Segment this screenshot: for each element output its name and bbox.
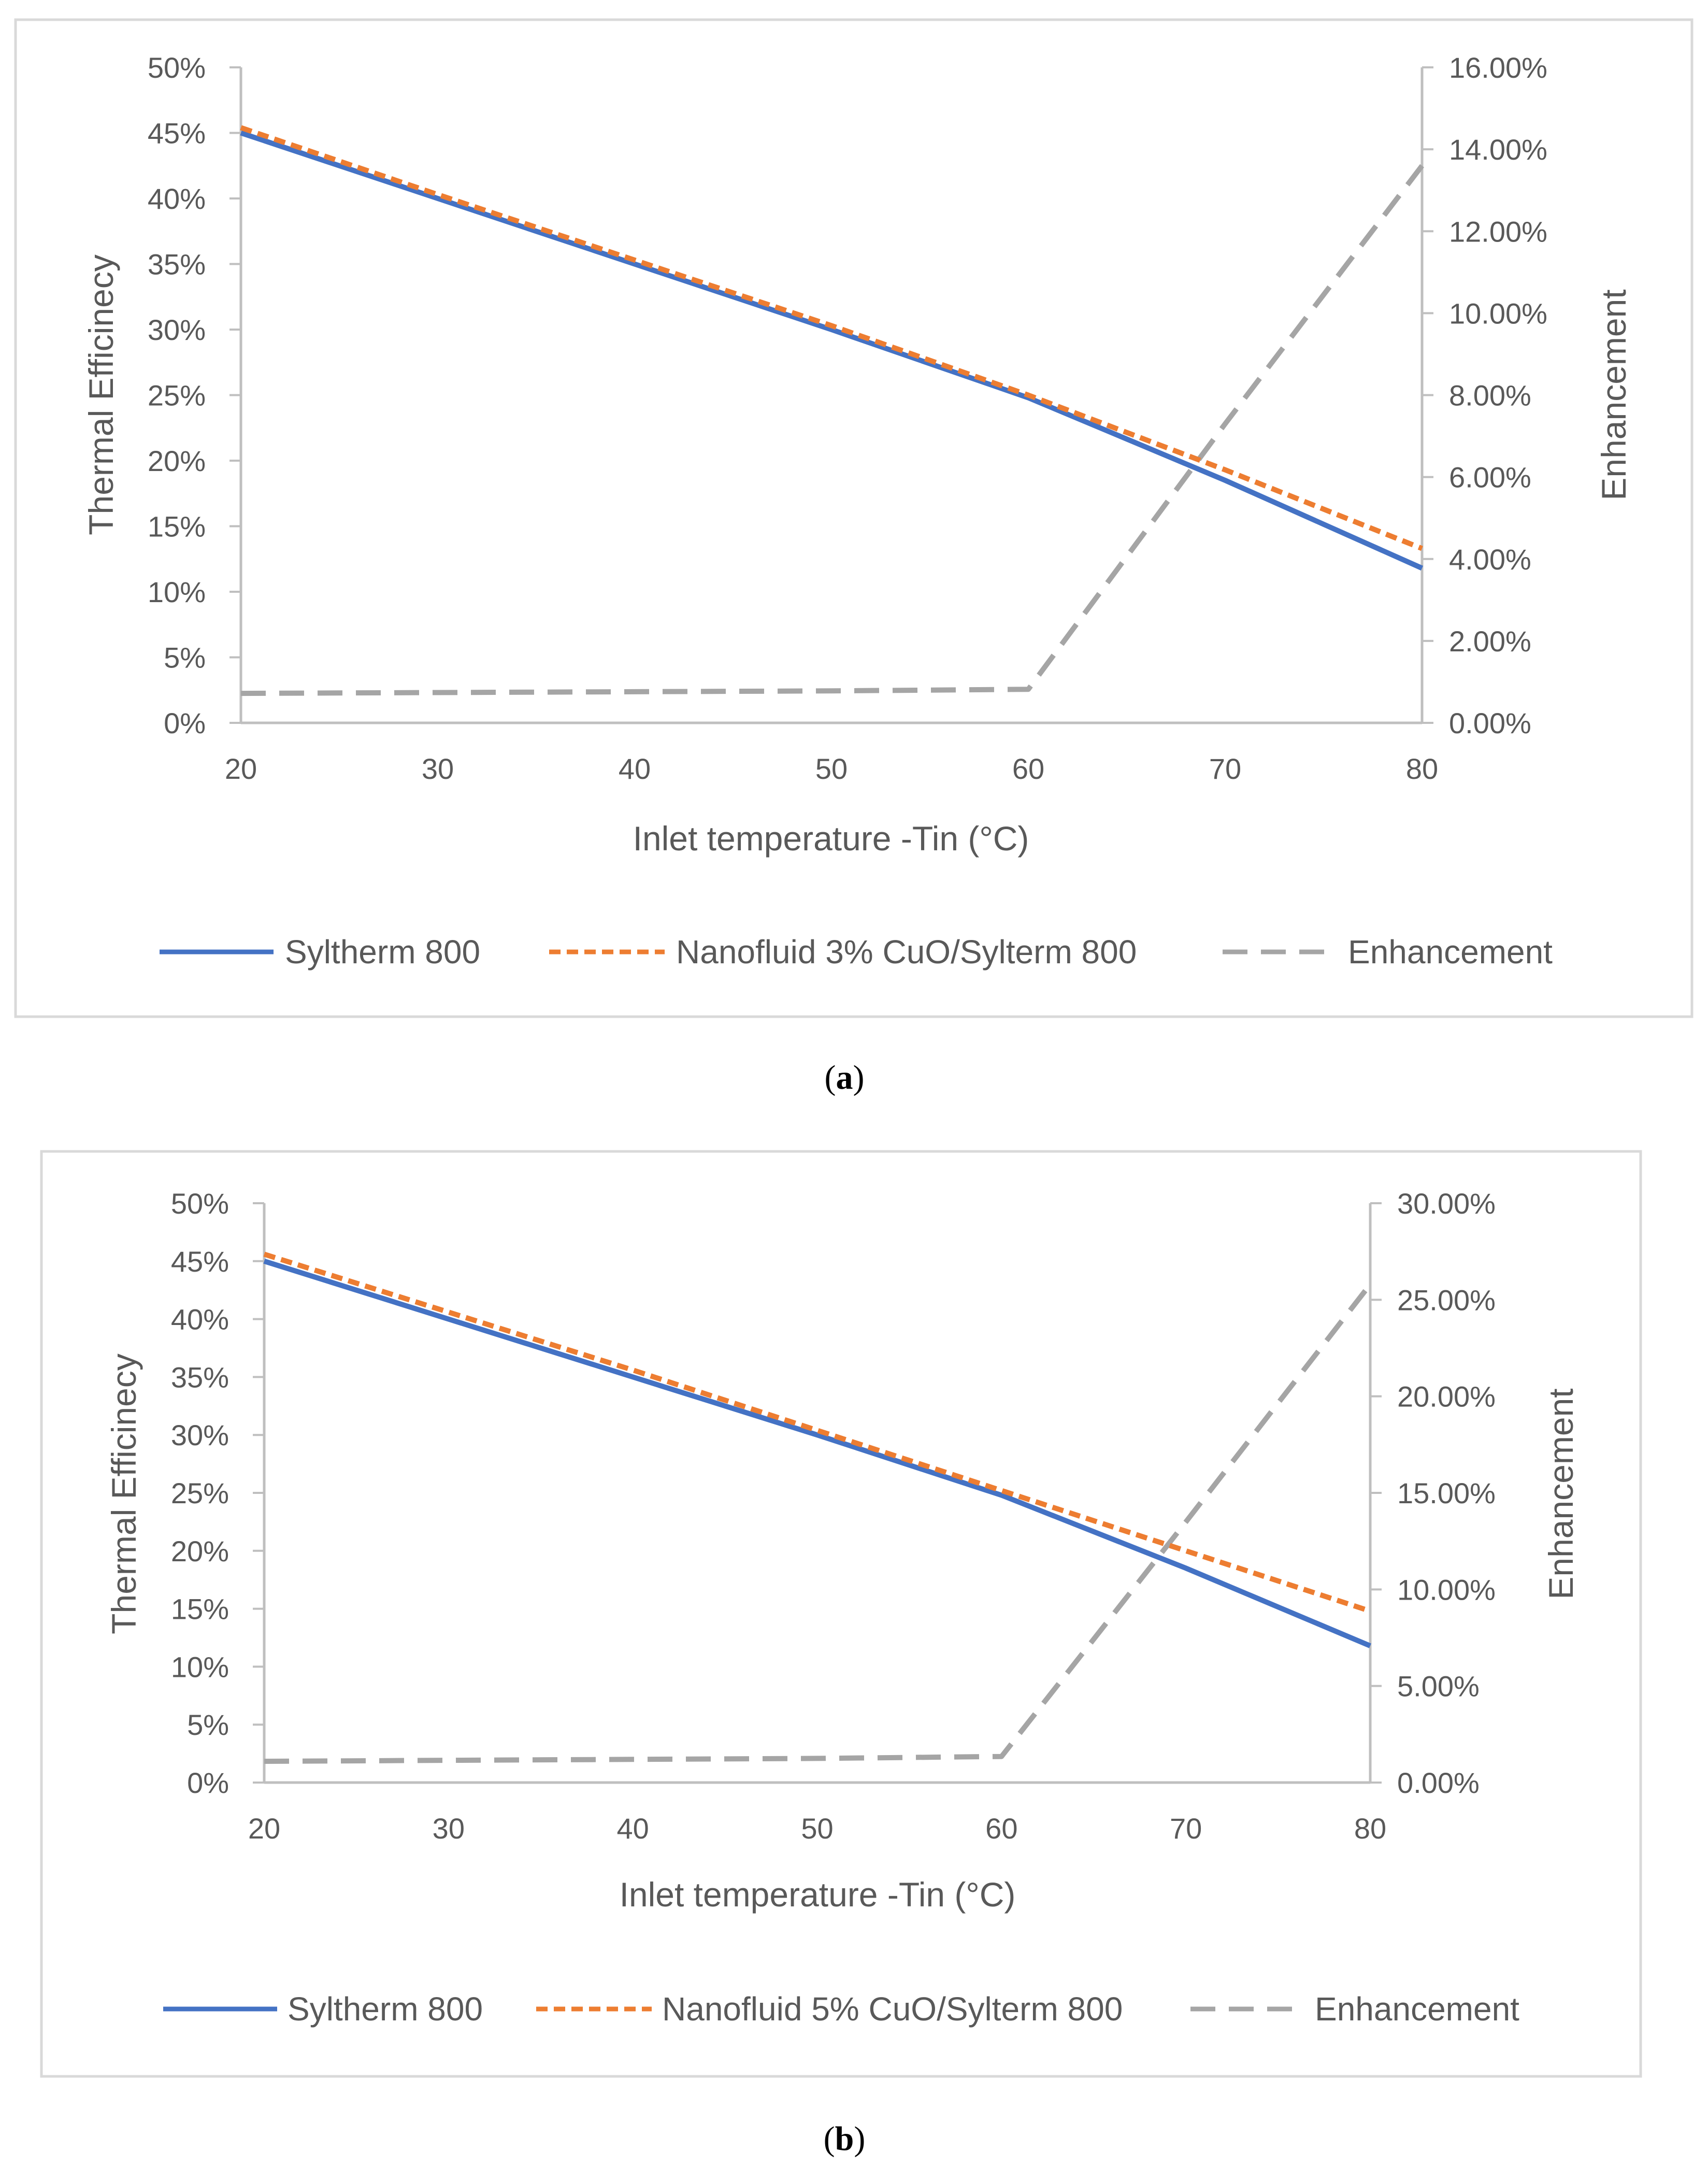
chart-a-y2-tick-label: 12.00%	[1449, 215, 1547, 248]
chart-a-x-tick-label: 80	[1406, 752, 1438, 785]
chart-b-x-tick-label: 70	[1170, 1812, 1202, 1845]
chart-a-axes: 0% 5% 10% 15% 20% 25% 30% 35% 40% 45% 50% 0.00% 2.00…	[148, 51, 1547, 785]
chart-b-y2-tick-label: 30.00%	[1397, 1187, 1496, 1220]
chart-a-series	[240, 125, 1424, 696]
chart-a-y2-tick-label: 0.00%	[1449, 707, 1531, 739]
chart-b-y2-tick-label: 25.00%	[1397, 1284, 1496, 1316]
chart-b-y-tick-label: 40%	[171, 1303, 229, 1336]
chart-b-y-tick-label: 20%	[171, 1535, 229, 1568]
chart-b-x-tick-label: 40	[617, 1812, 649, 1845]
chart-b-frame	[40, 1150, 1642, 2078]
chart-b-x-tick-label: 30	[433, 1812, 465, 1845]
chart-b-axes: 0% 5% 10% 15% 20% 25% 30% 35% 40% 45% 50% 0.00% 5.00…	[171, 1187, 1496, 1845]
chart-b-y-tick-label: 10%	[171, 1650, 229, 1683]
chart-b-series	[263, 1251, 1372, 1764]
chart-a-y-tick-label: 40%	[148, 182, 206, 215]
chart-b-y-tick-label: 30%	[171, 1419, 229, 1451]
chart-b-y2-tick-label: 20.00%	[1397, 1380, 1496, 1413]
chart-a-y2-tick-label: 16.00%	[1449, 51, 1547, 84]
chart-b-y-axis-title: Thermal Efficinecy	[105, 1353, 143, 1634]
chart-b-y-tick-label: 15%	[171, 1593, 229, 1626]
chart-b-x-axis-title: Inlet temperature -Tin (°C)	[620, 1875, 1016, 1914]
chart-b-y2-axis-title: Enhancement	[1542, 1388, 1580, 1599]
chart-b-y-tick-label: 35%	[171, 1361, 229, 1393]
chart-b-y2-tick-label: 15.00%	[1397, 1477, 1496, 1509]
legend-b-label-enhancement: Enhancement	[1315, 1990, 1519, 2028]
chart-a-y2-tick-label: 10.00%	[1449, 297, 1547, 330]
chart-b-series-syltherm-800	[263, 1259, 1371, 1648]
chart-a-x-tick-label: 40	[619, 752, 651, 785]
chart-b-legend: Syltherm 800 Nanofluid 5% CuO/Sylterm 80…	[163, 1990, 1519, 2028]
chart-b-y2-tick-label: 5.00%	[1397, 1670, 1480, 1703]
chart-a-series-syltherm-800	[240, 130, 1424, 571]
chart-a-y2-tick-label: 14.00%	[1449, 133, 1547, 166]
chart-a-y-tick-label: 5%	[164, 642, 206, 674]
chart-a-y2-tick-label: 2.00%	[1449, 625, 1531, 658]
chart-b-y2-tick-label: 10.00%	[1397, 1573, 1496, 1606]
legend-b-label-nanofluid: Nanofluid 5% CuO/Sylterm 800	[662, 1990, 1123, 2028]
legend-a-label-nanofluid: Nanofluid 3% CuO/Sylterm 800	[676, 933, 1137, 971]
chart-b-caption: (b)	[824, 2120, 866, 2158]
chart-a-y2-axis-title: Enhancement	[1595, 289, 1633, 500]
chart-a-y-tick-label: 10%	[148, 576, 206, 608]
legend-a-label-enhancement: Enhancement	[1348, 933, 1553, 971]
chart-a-y-tick-label: 50%	[148, 51, 206, 84]
chart-b-y2-tick-label: 0.00%	[1397, 1766, 1480, 1799]
chart-a-x-tick-label: 70	[1209, 752, 1241, 785]
chart-b-x-tick-label: 20	[248, 1812, 280, 1845]
chart-a-y-tick-label: 0%	[164, 707, 206, 739]
chart-b-x-tick-label: 50	[801, 1812, 833, 1845]
chart-a-x-tick-label: 20	[225, 752, 257, 785]
chart-a-x-tick-label: 30	[422, 752, 454, 785]
chart-a-y-tick-label: 15%	[148, 510, 206, 543]
chart-a-y-tick-label: 20%	[148, 445, 206, 477]
chart-b-y-tick-label: 5%	[187, 1708, 229, 1741]
chart-panel-a: 0% 5% 10% 15% 20% 25% 30% 35% 40% 45% 50% 0.00% 2.00…	[14, 18, 1693, 1096]
chart-a-x-tick-label: 60	[1012, 752, 1044, 785]
chart-a-x-axis-title: Inlet temperature -Tin (°C)	[633, 819, 1029, 858]
chart-a-y2-tick-label: 8.00%	[1449, 379, 1531, 412]
chart-a-y-tick-label: 45%	[148, 117, 206, 150]
chart-a-frame	[14, 18, 1693, 1018]
chart-a-caption: (a)	[825, 1059, 865, 1096]
legend-a-label-syltherm: Syltherm 800	[285, 933, 480, 971]
chart-b-y-tick-label: 25%	[171, 1477, 229, 1509]
chart-b-y-tick-label: 0%	[187, 1766, 229, 1799]
chart-b-y-tick-label: 50%	[171, 1187, 229, 1220]
chart-a-y-tick-label: 30%	[148, 314, 206, 346]
legend-b-label-syltherm: Syltherm 800	[288, 1990, 483, 2028]
chart-a-y2-tick-label: 6.00%	[1449, 461, 1531, 494]
chart-a-y-tick-label: 35%	[148, 248, 206, 281]
chart-a-series-nanofluid-3-cuo-sylterm-800	[240, 125, 1423, 551]
chart-b-x-tick-label: 60	[985, 1812, 1017, 1845]
chart-panel-b: 0% 5% 10% 15% 20% 25% 30% 35% 40% 45% 50% 0.00% 5.00…	[40, 1150, 1642, 2158]
chart-a-series-enhancement	[240, 164, 1424, 696]
chart-b-x-tick-label: 80	[1354, 1812, 1386, 1845]
chart-a-x-tick-label: 50	[815, 752, 848, 785]
chart-b-series-enhancement	[264, 1282, 1372, 1764]
chart-a-legend: Syltherm 800 Nanofluid 3% CuO/Sylterm 80…	[160, 933, 1553, 971]
chart-a-y2-tick-label: 4.00%	[1449, 543, 1531, 576]
chart-a-y-tick-label: 25%	[148, 379, 206, 412]
chart-b-y-tick-label: 45%	[171, 1245, 229, 1278]
chart-a-y-axis-title: Thermal Efficinecy	[82, 254, 120, 535]
